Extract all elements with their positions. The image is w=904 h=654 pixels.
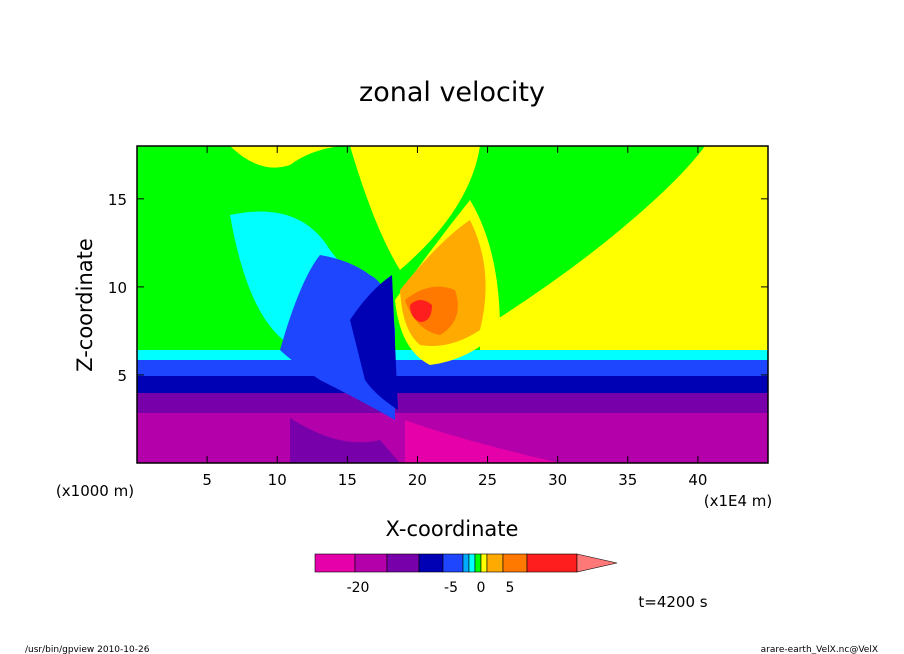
- x-axis: 5 10 15 20 25 30 35 40: [202, 146, 707, 489]
- colorbar-swatch: [468, 553, 476, 573]
- y-tick-label: 15: [108, 191, 127, 209]
- x-tick-label: 5: [202, 471, 212, 489]
- colorbar-tick-label: 0: [477, 580, 486, 596]
- colorbar-swatch: [502, 553, 528, 573]
- x-tick-label: 15: [338, 471, 357, 489]
- colorbar-tick-label: -5: [444, 580, 458, 596]
- footer-left: /usr/bin/gpview 2010-10-26: [25, 645, 150, 654]
- colorbar-swatch: [386, 553, 420, 573]
- chart-title: zonal velocity: [359, 77, 545, 108]
- x-tick-label: 35: [618, 471, 637, 489]
- y-tick-label: 5: [117, 367, 127, 385]
- x-tick-label: 30: [548, 471, 567, 489]
- colorbar-swatch: [314, 553, 356, 573]
- x-tick-label: 40: [688, 471, 707, 489]
- colorbar-swatch: [480, 553, 488, 573]
- x-tick-label: 20: [408, 471, 427, 489]
- x-tick-label: 25: [478, 471, 497, 489]
- colorbar-tick-label: -20: [347, 580, 370, 596]
- plot-field: [137, 146, 768, 463]
- footer-right: arare-earth_VelX.nc@VelX: [761, 645, 878, 654]
- y-axis-label: Z-coordinate: [73, 238, 97, 372]
- x-unit-left: (x1000 m): [56, 482, 134, 500]
- colorbar: -20 -5 0 5: [314, 553, 618, 596]
- colorbar-arrow: [576, 553, 618, 573]
- plot-frame: [136, 145, 769, 464]
- colorbar-tick-label: 5: [506, 580, 515, 596]
- time-label: t=4200 s: [638, 593, 707, 611]
- y-axis: 5 10 15: [108, 191, 768, 385]
- colorbar-swatch: [486, 553, 504, 573]
- x-tick-label: 10: [268, 471, 287, 489]
- x-unit-right: (x1E4 m): [704, 492, 773, 510]
- colorbar-swatch: [442, 553, 464, 573]
- colorbar-swatch: [462, 553, 470, 573]
- colorbar-swatch: [354, 553, 388, 573]
- y-tick-label: 10: [108, 279, 127, 297]
- colorbar-swatch: [526, 553, 578, 573]
- colorbar-swatch: [474, 553, 482, 573]
- x-axis-label: X-coordinate: [386, 517, 519, 541]
- colorbar-swatch: [418, 553, 444, 573]
